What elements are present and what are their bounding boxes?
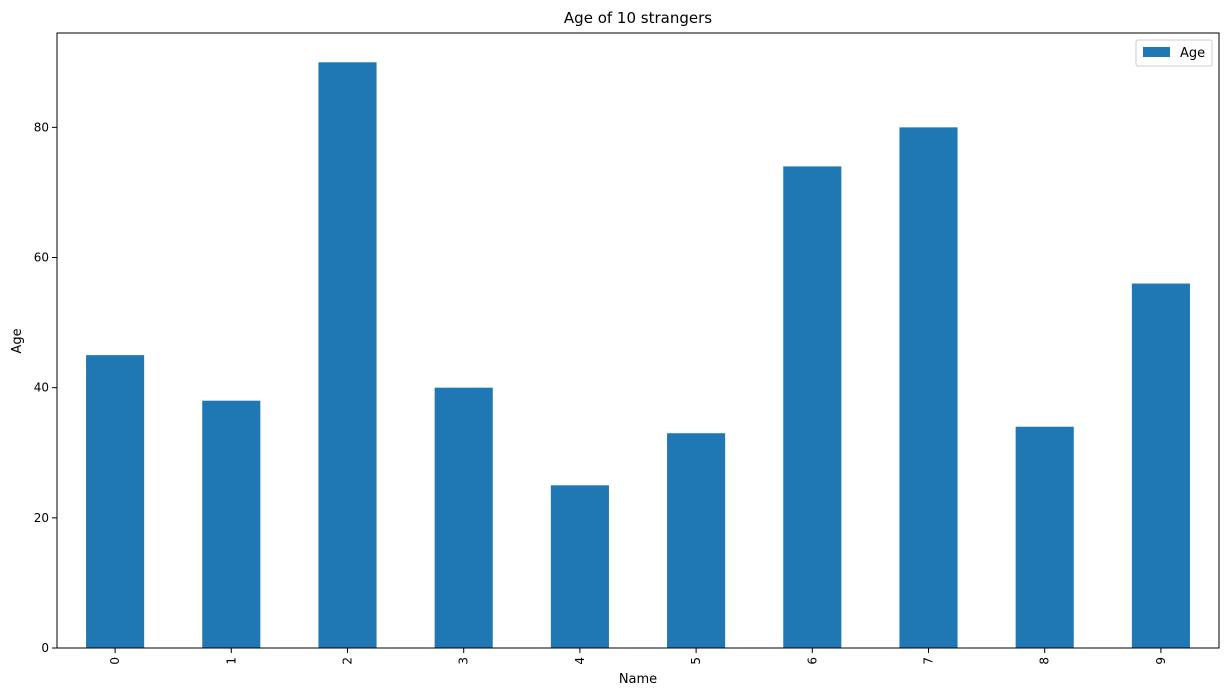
x-tick-label: 3	[457, 657, 471, 665]
x-tick-label: 6	[805, 657, 819, 665]
plot-area-frame	[56, 32, 1220, 649]
bar-6	[783, 166, 842, 648]
x-tick-label: 1	[224, 657, 238, 665]
x-axis-label: Name	[619, 672, 657, 687]
x-tick-label: 4	[573, 657, 587, 665]
bar-4	[550, 485, 609, 648]
x-tick-label: 8	[1038, 657, 1052, 665]
y-tick-label: 80	[34, 120, 49, 134]
y-tick-label: 0	[41, 641, 49, 655]
x-tick-label: 5	[689, 657, 703, 665]
bar-7	[899, 127, 958, 648]
bar-3	[434, 387, 493, 648]
bar-1	[202, 400, 261, 648]
bar-8	[1015, 426, 1074, 648]
legend: Age	[1135, 39, 1213, 67]
legend-swatch	[1143, 47, 1170, 57]
legend-box	[1135, 39, 1213, 67]
x-tick-label: 7	[922, 657, 936, 665]
bar-2	[318, 62, 377, 649]
bar-5	[667, 433, 726, 648]
bar-0	[86, 355, 145, 648]
legend-label-age: Age	[1180, 46, 1205, 61]
y-tick-label: 20	[34, 511, 49, 525]
x-axis-ticks: 0 1 2 3 4 5 6 7 8 9	[108, 648, 1168, 665]
y-tick-label: 60	[34, 251, 49, 265]
y-axis-ticks: 0 20 40 60 80	[34, 120, 57, 655]
y-tick-label: 40	[34, 381, 49, 395]
chart-title: Age of 10 strangers	[564, 9, 712, 27]
y-axis-label: Age	[10, 328, 25, 353]
x-tick-label: 9	[1154, 657, 1168, 665]
x-tick-label: 0	[108, 657, 122, 665]
bar-9	[1131, 283, 1190, 648]
bar-series	[86, 62, 1190, 649]
x-tick-label: 2	[341, 657, 355, 665]
